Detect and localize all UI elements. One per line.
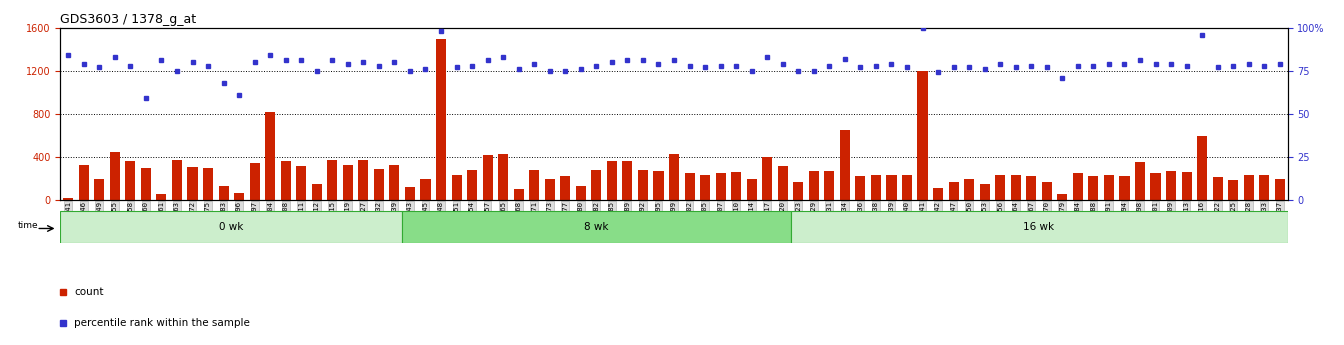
Bar (933, 188, 943, 200)
Bar (234, 193, 245, 200)
Bar (499, 154, 508, 200)
Bar (995, 175, 1005, 200)
Bar (359, 160, 368, 200)
Bar (94, 179, 105, 200)
Bar (700, 175, 710, 200)
Bar (918, 71, 927, 200)
Bar (250, 164, 259, 200)
Bar (125, 161, 136, 200)
Bar (265, 112, 276, 200)
Text: 16 wk: 16 wk (1024, 222, 1055, 232)
Bar (1120, 176, 1129, 200)
Bar (1228, 180, 1238, 200)
Bar (887, 175, 896, 200)
Bar (343, 165, 353, 200)
Bar (1042, 182, 1052, 200)
Text: GDS3603 / 1378_g_at: GDS3603 / 1378_g_at (60, 13, 196, 27)
Bar (421, 179, 430, 200)
FancyBboxPatch shape (790, 211, 1288, 243)
Bar (669, 154, 679, 200)
Bar (281, 161, 290, 200)
Text: percentile rank within the sample: percentile rank within the sample (74, 318, 250, 327)
Bar (809, 171, 818, 200)
Bar (715, 173, 726, 200)
Bar (731, 172, 741, 200)
Bar (840, 130, 849, 200)
Bar (1167, 171, 1176, 200)
Bar (203, 168, 214, 200)
Text: 8 wk: 8 wk (585, 222, 609, 232)
Bar (949, 182, 958, 200)
Bar (778, 166, 788, 200)
Bar (824, 171, 835, 200)
Bar (1243, 175, 1254, 200)
Bar (141, 168, 151, 200)
Bar (653, 171, 664, 200)
Bar (762, 157, 773, 200)
FancyBboxPatch shape (60, 211, 402, 243)
Bar (296, 166, 306, 200)
Bar (79, 165, 89, 200)
Bar (1181, 172, 1192, 200)
Bar (312, 184, 321, 200)
Bar (1150, 173, 1161, 200)
Bar (560, 176, 570, 200)
Bar (575, 186, 586, 200)
Bar (902, 175, 913, 200)
Bar (63, 198, 74, 200)
Bar (544, 179, 555, 200)
Bar (530, 170, 539, 200)
Bar (374, 169, 384, 200)
Bar (747, 179, 757, 200)
Bar (1274, 179, 1285, 200)
Bar (607, 161, 617, 200)
Bar (482, 155, 493, 200)
Bar (513, 189, 524, 200)
Bar (1212, 177, 1223, 200)
Bar (452, 175, 461, 200)
Bar (468, 170, 477, 200)
Bar (187, 167, 198, 200)
Bar (435, 39, 446, 200)
Bar (156, 194, 167, 200)
Bar (638, 170, 648, 200)
Bar (405, 187, 415, 200)
Bar (793, 182, 804, 200)
Bar (1198, 137, 1207, 200)
Text: 0 wk: 0 wk (219, 222, 243, 232)
Bar (871, 175, 880, 200)
Bar (980, 184, 989, 200)
Text: count: count (74, 287, 103, 296)
Bar (1259, 175, 1269, 200)
Bar (172, 160, 181, 200)
Text: time: time (17, 221, 39, 230)
Bar (1103, 175, 1114, 200)
Bar (1073, 173, 1083, 200)
Bar (219, 186, 228, 200)
Bar (622, 161, 633, 200)
Bar (855, 176, 866, 200)
Bar (1089, 176, 1098, 200)
Bar (684, 173, 695, 200)
Bar (1027, 176, 1036, 200)
FancyBboxPatch shape (402, 211, 790, 243)
Bar (1011, 175, 1021, 200)
Bar (327, 160, 337, 200)
Bar (964, 179, 974, 200)
Bar (591, 170, 601, 200)
Bar (390, 165, 399, 200)
Bar (1058, 194, 1067, 200)
Bar (110, 151, 120, 200)
Bar (1134, 162, 1145, 200)
